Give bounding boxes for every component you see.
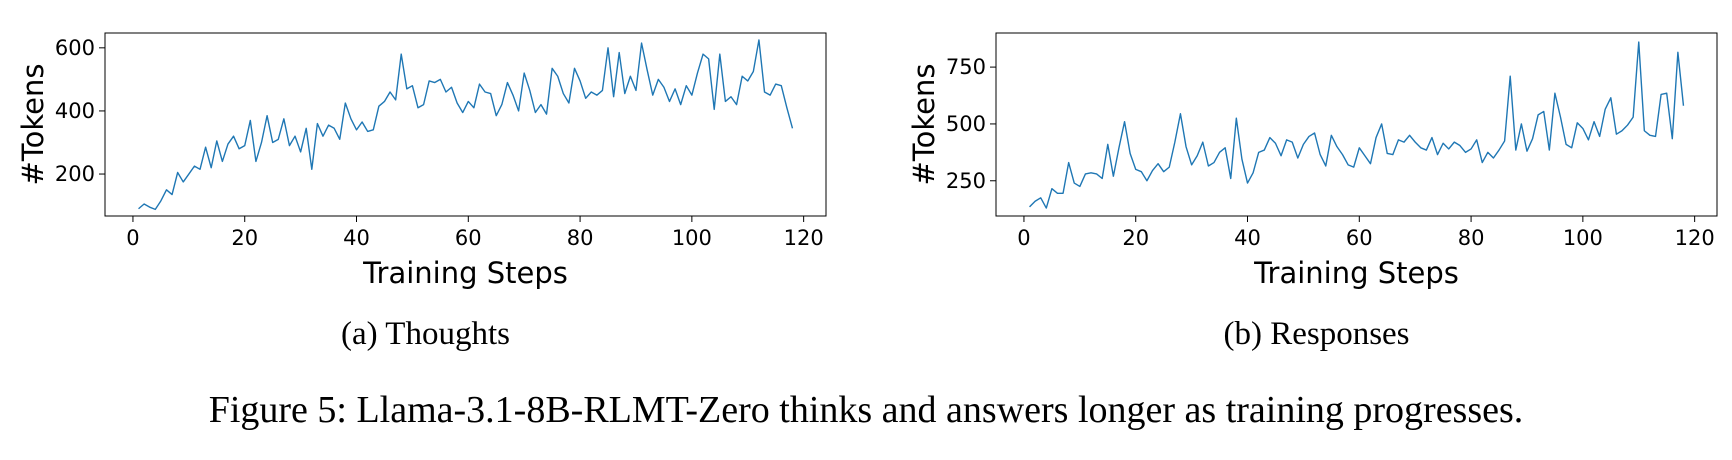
y-tick-label: 750 xyxy=(946,55,986,79)
y-tick-label: 200 xyxy=(55,162,95,186)
x-tick-label: 20 xyxy=(1122,226,1149,250)
plot-frame xyxy=(995,32,1718,217)
x-axis-label: Training Steps xyxy=(1253,256,1459,290)
line xyxy=(1029,41,1685,209)
x-tick-label: 20 xyxy=(231,226,258,250)
x-tick-label: 40 xyxy=(1234,226,1261,250)
y-tick-label: 500 xyxy=(946,112,986,136)
y-tick-label: 600 xyxy=(55,36,95,60)
x-axis-label: Training Steps xyxy=(362,256,568,290)
y-axis-label: #Tokens xyxy=(907,64,941,186)
x-tick-label: 0 xyxy=(126,226,139,250)
x-tick-label: 120 xyxy=(784,226,824,250)
y-tick-label: 250 xyxy=(946,169,986,193)
plot-frame xyxy=(104,32,827,217)
figure-caption: Figure 5: Llama-3.1-8B-RLMT-Zero thinks … xyxy=(209,389,1524,431)
x-tick-label: 80 xyxy=(567,226,594,250)
y-axis-label: #Tokens xyxy=(16,64,50,186)
x-tick-label: 100 xyxy=(672,226,712,250)
subcaption: (a) Thoughts xyxy=(341,316,510,352)
x-tick-label: 60 xyxy=(1346,226,1373,250)
x-tick-label: 40 xyxy=(343,226,370,250)
y-tick-label: 400 xyxy=(55,99,95,123)
line xyxy=(138,39,794,211)
subcaption: (b) Responses xyxy=(1223,316,1409,352)
x-tick-label: 0 xyxy=(1017,226,1030,250)
x-tick-label: 120 xyxy=(1675,226,1715,250)
x-tick-label: 100 xyxy=(1563,226,1603,250)
x-tick-label: 80 xyxy=(1458,226,1485,250)
x-tick-label: 60 xyxy=(455,226,482,250)
